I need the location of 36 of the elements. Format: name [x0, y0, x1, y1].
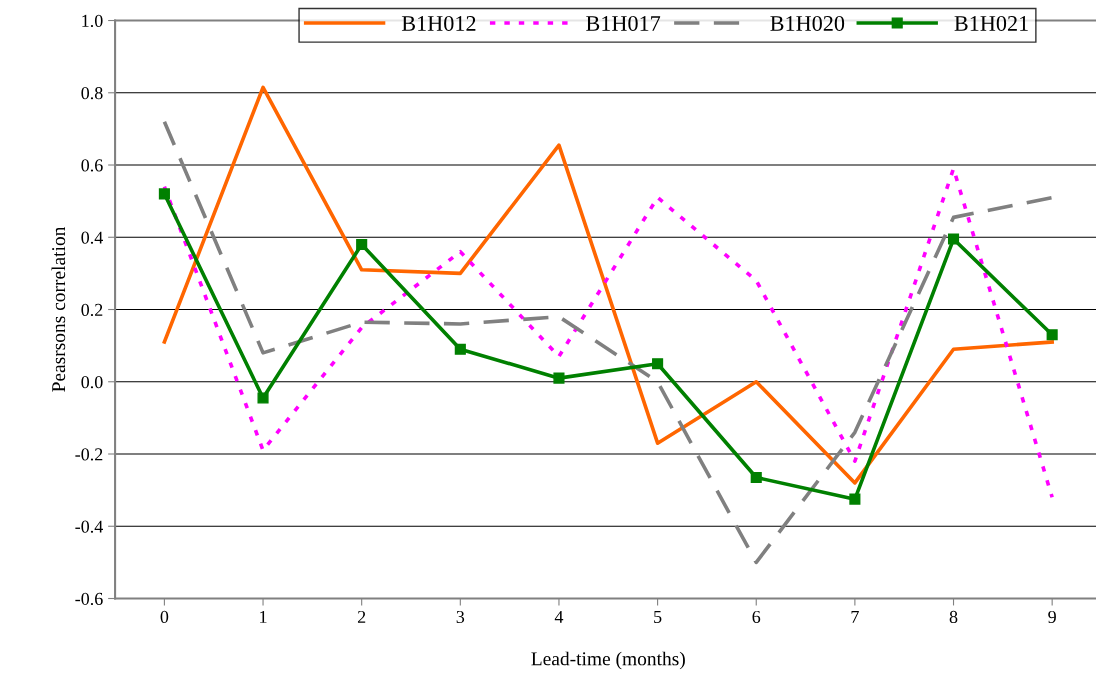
x-tick-label: 5 [654, 611, 662, 624]
y-tick-label: 0.0 [81, 376, 103, 389]
point [158, 188, 170, 200]
x-tick-label: 8 [949, 610, 958, 624]
legend-label: B1H021 [954, 15, 1028, 31]
legend-label: B1H017 [586, 15, 661, 31]
x-axis-title: Lead-time (months) [531, 651, 685, 670]
point [849, 493, 861, 505]
point [947, 233, 960, 245]
y-tick-label: 0.4 [81, 231, 103, 244]
point [652, 358, 664, 370]
x-tick-label: 0 [160, 610, 169, 624]
legend-label: B1H020 [770, 15, 845, 31]
x-tick-label: 2 [357, 610, 366, 623]
x-tick-label: 4 [554, 610, 564, 623]
x-tick-label: 6 [752, 610, 761, 624]
y-axis-title: Peasrsons correlation [51, 226, 66, 392]
y-tick-label: -0.6 [75, 592, 103, 606]
line-series [162, 119, 1054, 565]
y-tick-label: -0.4 [75, 520, 103, 533]
point [1046, 329, 1058, 341]
y-tick-label: 0.6 [81, 159, 103, 172]
x-tick-label: 3 [456, 610, 465, 624]
legend-label: B1H012 [401, 15, 476, 31]
point [553, 372, 565, 384]
point [750, 471, 762, 484]
x-tick-label: 9 [1048, 610, 1056, 624]
y-tick-label: 0.8 [81, 87, 103, 100]
point [257, 392, 269, 404]
y-tick-label: -0.2 [75, 448, 103, 461]
x-tick-label: 7 [851, 611, 859, 623]
x-tick-label: 1 [260, 610, 267, 623]
point [356, 238, 368, 251]
y-tick-label: 1.0 [82, 14, 103, 28]
y-tick-label: 0.2 [81, 303, 103, 317]
point [454, 343, 466, 355]
